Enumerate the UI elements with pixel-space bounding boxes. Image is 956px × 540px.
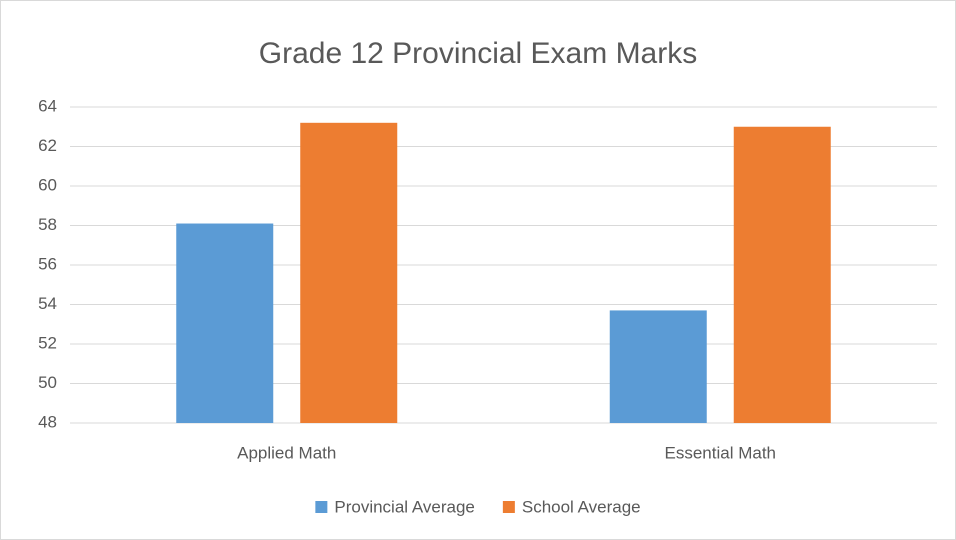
chart-title: Grade 12 Provincial Exam Marks: [259, 37, 698, 70]
legend-label: Provincial Average: [334, 497, 475, 516]
y-tick-label: 58: [38, 215, 57, 234]
y-tick-label: 64: [38, 96, 57, 115]
bar: [733, 126, 831, 423]
legend-swatch: [502, 501, 515, 513]
y-tick-label: 48: [38, 412, 57, 431]
y-tick-label: 62: [38, 136, 57, 155]
y-tick-label: 52: [38, 333, 57, 352]
bar: [176, 223, 274, 423]
y-tick-label: 54: [38, 294, 57, 313]
legend-swatch: [315, 501, 328, 513]
bar: [300, 122, 398, 424]
y-tick-label: 60: [38, 175, 57, 194]
y-tick-label: 50: [38, 373, 57, 392]
x-tick-label: Applied Math: [237, 443, 336, 462]
bar: [609, 310, 707, 423]
legend-label: School Average: [522, 497, 641, 516]
y-tick-label: 56: [38, 254, 57, 273]
x-tick-label: Essential Math: [665, 443, 777, 462]
